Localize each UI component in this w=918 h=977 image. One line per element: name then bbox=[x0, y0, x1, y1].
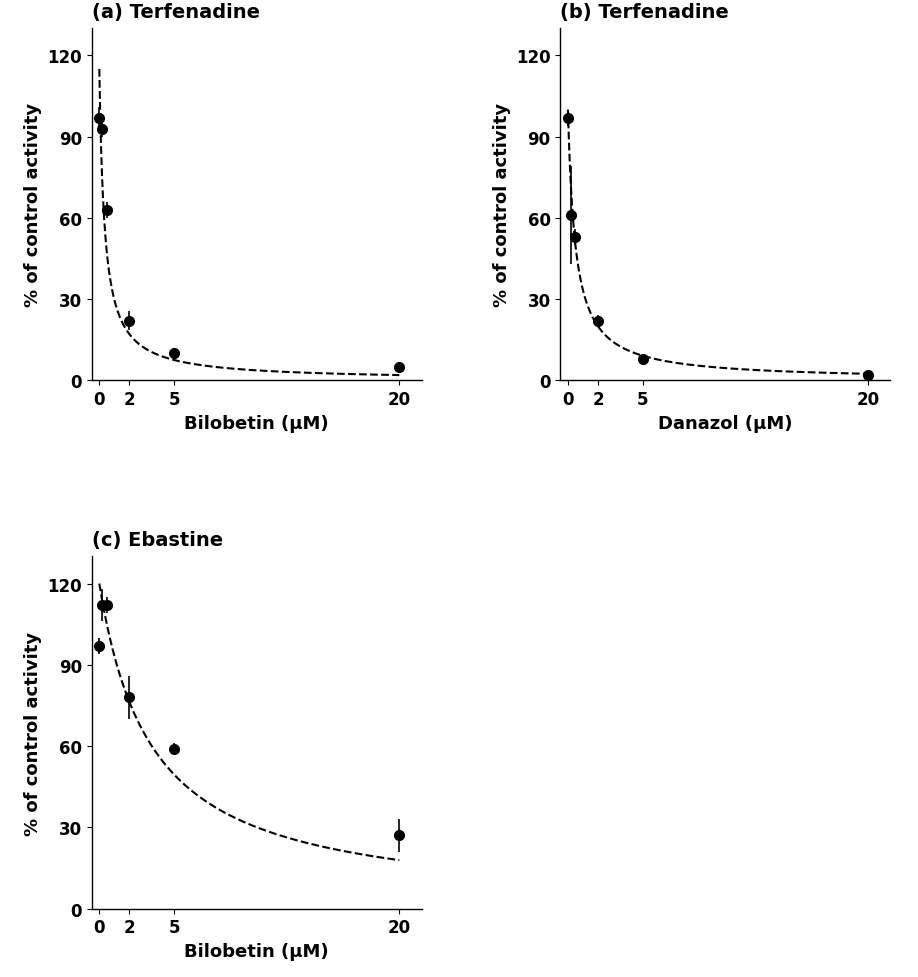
Text: (b) Terfenadine: (b) Terfenadine bbox=[560, 3, 729, 22]
Y-axis label: % of control activity: % of control activity bbox=[24, 104, 42, 307]
Y-axis label: % of control activity: % of control activity bbox=[493, 104, 510, 307]
Y-axis label: % of control activity: % of control activity bbox=[24, 631, 42, 834]
X-axis label: Bilobetin (μM): Bilobetin (μM) bbox=[185, 942, 330, 959]
Text: (a) Terfenadine: (a) Terfenadine bbox=[92, 3, 260, 22]
X-axis label: Danazol (μM): Danazol (μM) bbox=[658, 414, 793, 432]
Text: (c) Ebastine: (c) Ebastine bbox=[92, 531, 223, 550]
X-axis label: Bilobetin (μM): Bilobetin (μM) bbox=[185, 414, 330, 432]
